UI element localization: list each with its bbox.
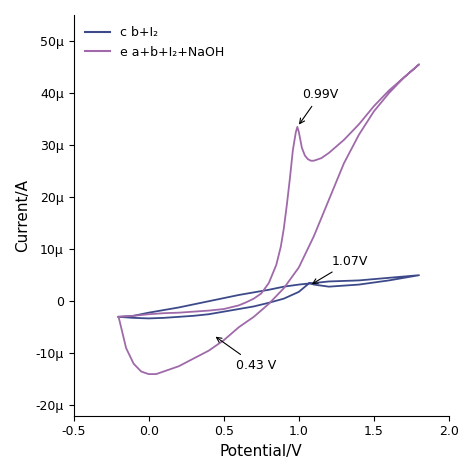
- c b+I₂: [311, 280, 317, 286]
- c b+I₂: [296, 289, 301, 295]
- c b+I₂: [176, 305, 182, 310]
- e a+b+I₂+NaOH: [153, 371, 159, 377]
- c b+I₂: [176, 314, 182, 319]
- c b+I₂: [386, 278, 392, 283]
- c b+I₂: [131, 313, 137, 319]
- e a+b+I₂+NaOH: [116, 314, 121, 319]
- X-axis label: Potential/V: Potential/V: [220, 444, 302, 459]
- Text: 0.99V: 0.99V: [300, 88, 338, 124]
- c b+I₂: [221, 309, 227, 314]
- c b+I₂: [296, 282, 301, 287]
- c b+I₂: [326, 279, 332, 284]
- c b+I₂: [307, 280, 312, 286]
- Line: e a+b+I₂+NaOH: e a+b+I₂+NaOH: [118, 64, 419, 374]
- c b+I₂: [146, 316, 152, 321]
- e a+b+I₂+NaOH: [294, 124, 300, 130]
- e a+b+I₂+NaOH: [287, 176, 292, 182]
- e a+b+I₂+NaOH: [386, 90, 392, 96]
- c b+I₂: [206, 311, 211, 317]
- c b+I₂: [161, 315, 166, 321]
- c b+I₂: [251, 303, 256, 309]
- c b+I₂: [416, 273, 422, 278]
- c b+I₂: [356, 282, 362, 287]
- c b+I₂: [131, 315, 137, 321]
- c b+I₂: [191, 313, 197, 319]
- c b+I₂: [116, 314, 121, 319]
- c b+I₂: [266, 300, 272, 306]
- Legend: c b+I₂, e a+b+I₂+NaOH: c b+I₂, e a+b+I₂+NaOH: [80, 21, 229, 64]
- c b+I₂: [206, 299, 211, 304]
- c b+I₂: [386, 275, 392, 281]
- e a+b+I₂+NaOH: [416, 62, 422, 67]
- c b+I₂: [416, 273, 422, 278]
- e a+b+I₂+NaOH: [293, 129, 299, 135]
- c b+I₂: [356, 278, 362, 283]
- c b+I₂: [236, 306, 242, 312]
- Y-axis label: Current/A: Current/A: [15, 179, 30, 252]
- e a+b+I₂+NaOH: [116, 314, 121, 319]
- Line: c b+I₂: c b+I₂: [118, 275, 419, 319]
- c b+I₂: [146, 310, 152, 316]
- c b+I₂: [281, 296, 287, 301]
- e a+b+I₂+NaOH: [251, 296, 256, 301]
- c b+I₂: [266, 287, 272, 292]
- Text: 1.07V: 1.07V: [313, 255, 368, 283]
- c b+I₂: [311, 282, 317, 287]
- e a+b+I₂+NaOH: [281, 226, 287, 231]
- c b+I₂: [116, 314, 121, 319]
- c b+I₂: [236, 292, 242, 298]
- Text: 0.43 V: 0.43 V: [217, 337, 276, 372]
- c b+I₂: [281, 284, 287, 290]
- c b+I₂: [326, 284, 332, 290]
